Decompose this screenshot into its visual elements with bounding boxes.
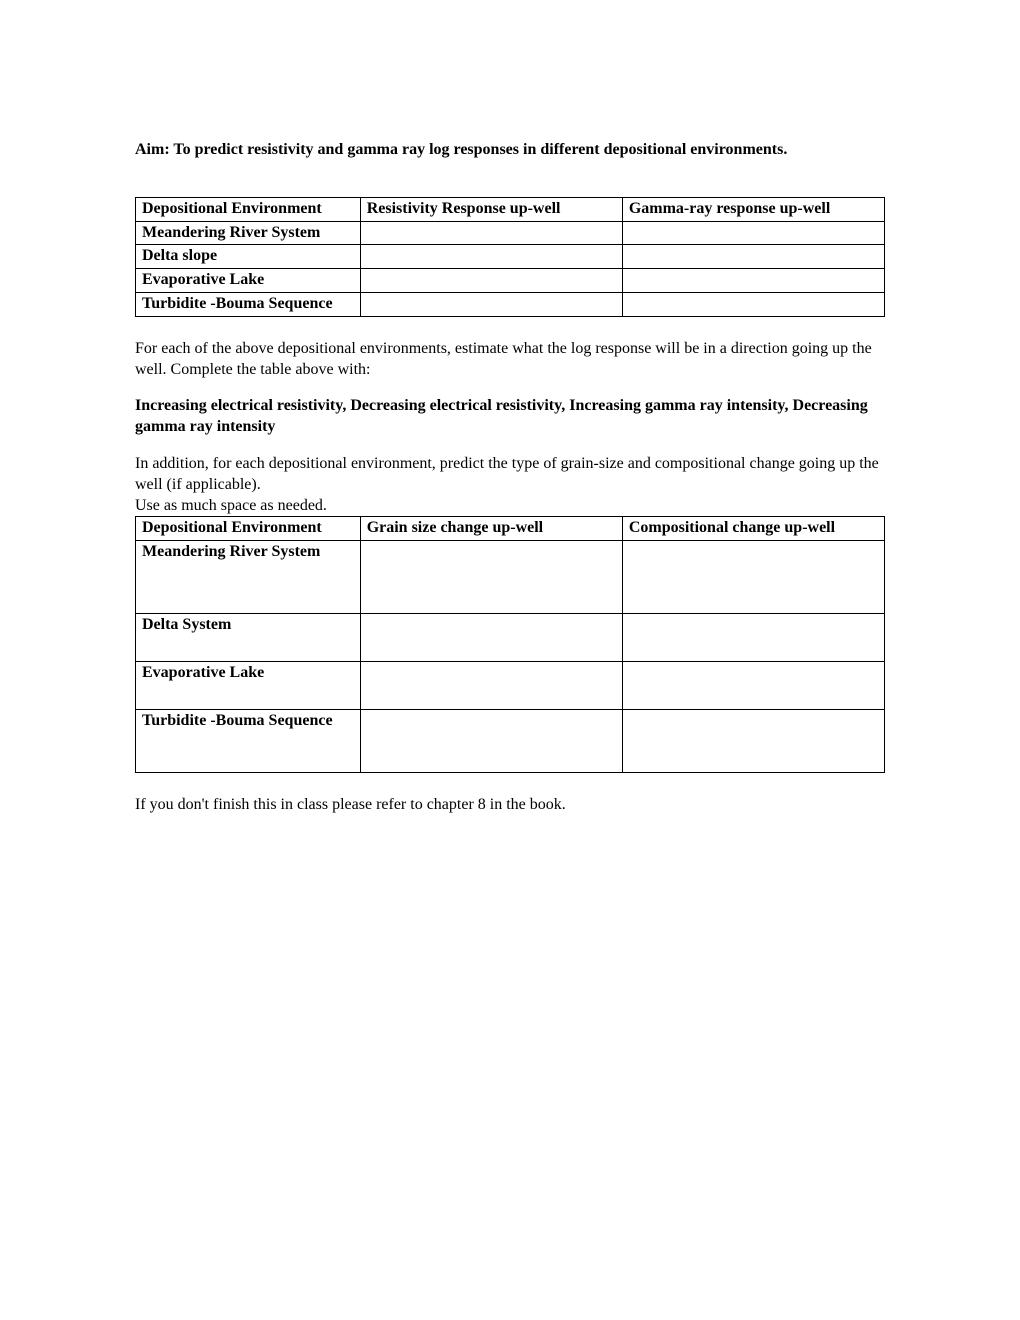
- table-row: Delta slope: [136, 245, 885, 269]
- table-cell: Delta System: [136, 614, 361, 662]
- table-row: Evaporative Lake: [136, 269, 885, 293]
- footer-note: If you don't finish this in class please…: [135, 795, 885, 816]
- table-row: Meandering River System: [136, 541, 885, 614]
- table-header-cell: Gamma-ray response up-well: [622, 197, 884, 221]
- table-cell: [360, 221, 622, 245]
- table-cell: [622, 245, 884, 269]
- table-cell: [360, 541, 622, 614]
- table-cell: Meandering River System: [136, 221, 361, 245]
- table-cell: Meandering River System: [136, 541, 361, 614]
- aim-heading: Aim: To predict resistivity and gamma ra…: [135, 140, 885, 161]
- instruction-paragraph-2a: In addition, for each depositional envir…: [135, 454, 885, 496]
- table-header-cell: Depositional Environment: [136, 197, 361, 221]
- table-cell: [360, 614, 622, 662]
- table-cell: [622, 614, 884, 662]
- table-cell: [360, 662, 622, 710]
- table-cell: Delta slope: [136, 245, 361, 269]
- table-cell: Evaporative Lake: [136, 269, 361, 293]
- table-header-cell: Compositional change up-well: [622, 517, 884, 541]
- table-header-cell: Resistivity Response up-well: [360, 197, 622, 221]
- instruction-paragraph-2b: Use as much space as needed.: [135, 496, 885, 517]
- instruction-paragraph: For each of the above depositional envir…: [135, 339, 885, 381]
- options-paragraph: Increasing electrical resistivity, Decre…: [135, 396, 885, 438]
- table-row: Depositional Environment Resistivity Res…: [136, 197, 885, 221]
- table-log-responses: Depositional Environment Resistivity Res…: [135, 197, 885, 317]
- table-cell: Turbidite -Bouma Sequence: [136, 292, 361, 316]
- table-cell: [622, 710, 884, 773]
- table-row: Delta System: [136, 614, 885, 662]
- table-row: Evaporative Lake: [136, 662, 885, 710]
- table-cell: [360, 710, 622, 773]
- table-cell: Evaporative Lake: [136, 662, 361, 710]
- table-cell: [622, 292, 884, 316]
- table-cell: [360, 245, 622, 269]
- table-cell: [622, 269, 884, 293]
- table-row: Turbidite -Bouma Sequence: [136, 292, 885, 316]
- table-cell: Turbidite -Bouma Sequence: [136, 710, 361, 773]
- table-row: Depositional Environment Grain size chan…: [136, 517, 885, 541]
- table-row: Meandering River System: [136, 221, 885, 245]
- table-grain-composition: Depositional Environment Grain size chan…: [135, 516, 885, 773]
- table-cell: [360, 292, 622, 316]
- table-cell: [360, 269, 622, 293]
- table-row: Turbidite -Bouma Sequence: [136, 710, 885, 773]
- table-header-cell: Grain size change up-well: [360, 517, 622, 541]
- table-cell: [622, 662, 884, 710]
- table-header-cell: Depositional Environment: [136, 517, 361, 541]
- document-page: Aim: To predict resistivity and gamma ra…: [0, 0, 1020, 1320]
- table-cell: [622, 541, 884, 614]
- table-cell: [622, 221, 884, 245]
